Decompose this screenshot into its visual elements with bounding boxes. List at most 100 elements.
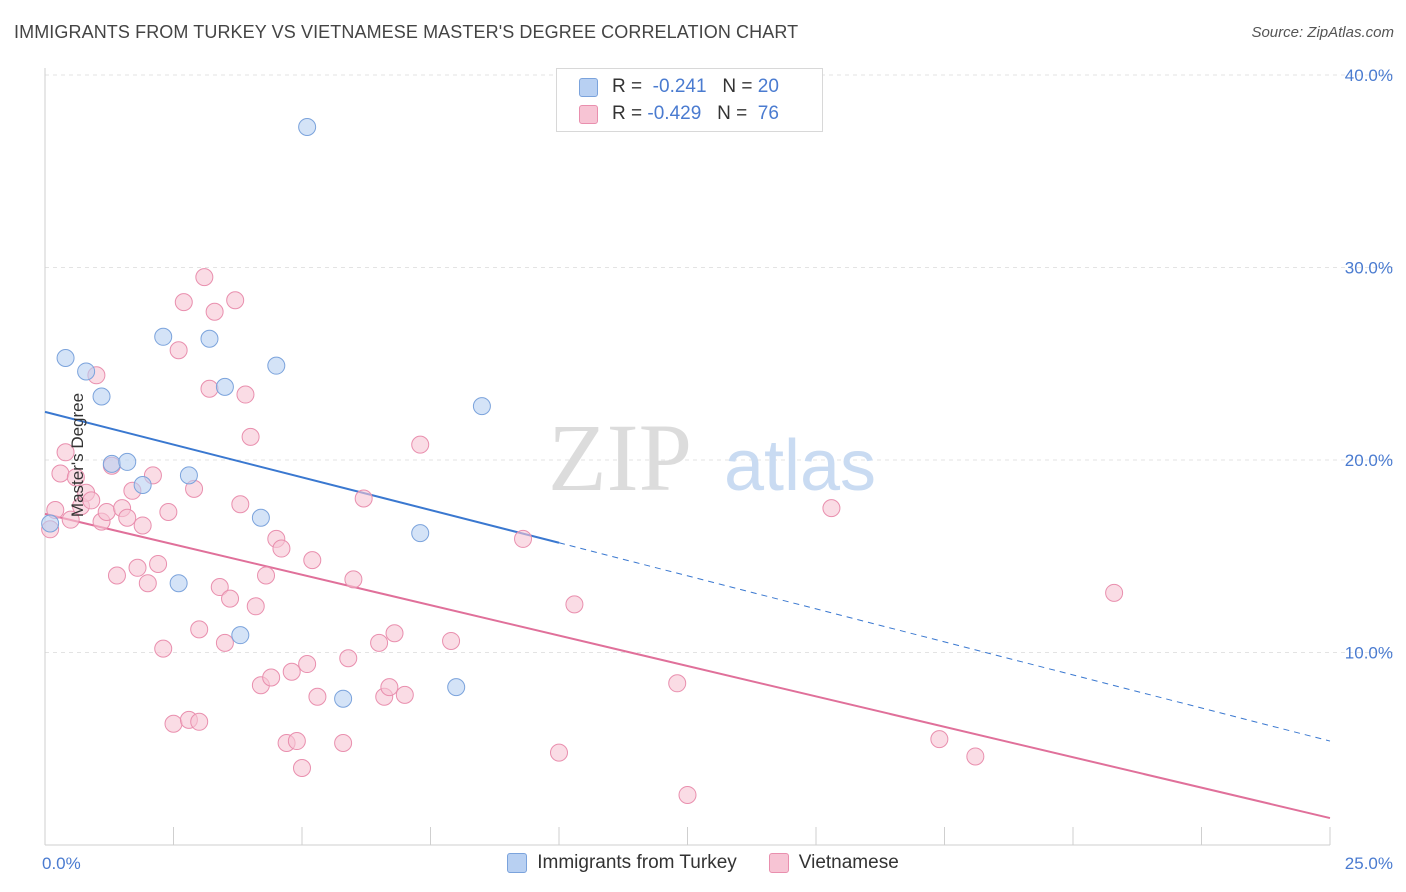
point-turkey	[169, 574, 188, 593]
grid-lines	[45, 74, 1395, 653]
point-vietnamese	[118, 508, 137, 527]
trend-line-dashed	[558, 542, 1331, 742]
point-vietnamese	[385, 624, 404, 643]
point-vietnamese	[205, 302, 224, 321]
point-vietnamese	[272, 539, 291, 558]
point-vietnamese	[174, 293, 193, 312]
point-turkey	[56, 348, 75, 367]
point-vietnamese	[262, 668, 281, 687]
point-vietnamese	[82, 491, 101, 510]
y-axis-label: Master's Degree	[68, 392, 88, 518]
point-vietnamese	[169, 341, 188, 360]
stats-legend-row-turkey: R = -0.241 N = 20	[557, 74, 779, 100]
point-vietnamese	[370, 633, 389, 652]
legend-swatch-vietnamese	[768, 853, 789, 873]
watermark: ZIP atlas	[548, 404, 876, 511]
point-vietnamese	[215, 633, 234, 652]
point-vietnamese	[298, 655, 317, 674]
point-vietnamese	[195, 268, 214, 287]
point-vietnamese	[107, 566, 126, 585]
stats-legend-row-vietnamese: R = -0.429 N = 76	[557, 101, 779, 127]
tick-labels: 10.0% 20.0% 30.0% 40.0% 0.0% 25.0%	[42, 66, 1393, 873]
point-turkey	[118, 452, 137, 471]
point-vietnamese	[930, 730, 949, 749]
point-vietnamese	[200, 379, 219, 398]
point-turkey	[179, 466, 198, 485]
point-turkey	[154, 327, 173, 346]
r-value: -0.429	[647, 103, 702, 124]
n-label: N =	[717, 103, 748, 124]
r-label: R =	[612, 103, 643, 124]
point-vietnamese	[51, 464, 70, 483]
point-turkey	[200, 329, 219, 348]
legend-swatch-turkey	[507, 853, 528, 873]
n-value: 76	[757, 103, 779, 124]
point-vietnamese	[287, 732, 306, 751]
point-turkey	[251, 508, 270, 527]
legend-item-turkey[interactable]: Immigrants from Turkey	[507, 852, 737, 874]
stats-legend: R = -0.241 N = 20 R = -0.429 N = 76	[556, 68, 823, 132]
point-vietnamese	[293, 759, 311, 777]
axes	[44, 68, 1331, 846]
series-legend: Immigrants from Turkey Vietnamese	[0, 852, 1406, 874]
watermark-zip: ZIP	[548, 404, 692, 511]
trend-line-solid	[44, 410, 560, 544]
point-vietnamese	[308, 687, 327, 706]
n-value: 20	[757, 76, 779, 97]
point-vietnamese	[231, 495, 250, 514]
r-label: R =	[612, 76, 643, 97]
point-vietnamese	[380, 678, 399, 697]
point-vietnamese	[221, 589, 240, 608]
point-vietnamese	[154, 639, 173, 658]
point-vietnamese	[1105, 583, 1124, 602]
point-vietnamese	[246, 597, 265, 616]
y-tick-label: 40.0%	[1345, 66, 1393, 85]
point-vietnamese	[210, 578, 229, 597]
point-vietnamese	[822, 499, 841, 518]
y-tick-label: 10.0%	[1345, 644, 1393, 663]
point-turkey	[267, 356, 286, 375]
point-vietnamese	[550, 743, 568, 762]
legend-item-vietnamese[interactable]: Vietnamese	[768, 852, 899, 874]
y-tick-label: 30.0%	[1345, 259, 1393, 278]
x-tick-label: 0.0%	[42, 854, 81, 873]
point-vietnamese	[668, 674, 687, 693]
point-vietnamese	[411, 435, 430, 454]
point-vietnamese	[678, 785, 697, 804]
point-turkey	[298, 117, 317, 136]
point-vietnamese	[190, 712, 209, 731]
point-vietnamese	[442, 631, 461, 650]
point-turkey	[133, 476, 152, 495]
point-vietnamese	[97, 502, 116, 521]
point-turkey	[215, 377, 234, 396]
point-vietnamese	[565, 595, 584, 614]
point-vietnamese	[149, 554, 168, 573]
legend-swatch-turkey	[579, 77, 598, 97]
source-credit: Source: ZipAtlas.com	[1251, 24, 1394, 41]
legend-swatch-vietnamese	[579, 104, 598, 124]
point-vietnamese	[56, 443, 75, 462]
r-value: -0.241	[652, 76, 707, 97]
point-vietnamese	[133, 516, 152, 535]
point-turkey	[41, 514, 60, 533]
legend-label-turkey: Immigrants from Turkey	[537, 852, 737, 873]
point-vietnamese	[334, 733, 353, 752]
point-vietnamese	[190, 620, 209, 639]
point-vietnamese	[514, 529, 533, 548]
point-vietnamese	[128, 558, 147, 577]
data-points	[41, 117, 1124, 804]
trend-lines	[44, 410, 1331, 820]
watermark-atlas: atlas	[724, 426, 876, 506]
point-vietnamese	[66, 468, 85, 487]
point-turkey	[472, 397, 491, 416]
point-turkey	[92, 387, 111, 406]
n-label: N =	[722, 76, 753, 97]
point-turkey	[447, 678, 466, 697]
point-turkey	[231, 626, 250, 645]
chart-title: IMMIGRANTS FROM TURKEY VS VIETNAMESE MAS…	[14, 22, 799, 42]
point-vietnamese	[138, 574, 157, 593]
point-turkey	[411, 524, 430, 543]
point-turkey	[77, 362, 96, 381]
point-vietnamese	[966, 747, 985, 766]
